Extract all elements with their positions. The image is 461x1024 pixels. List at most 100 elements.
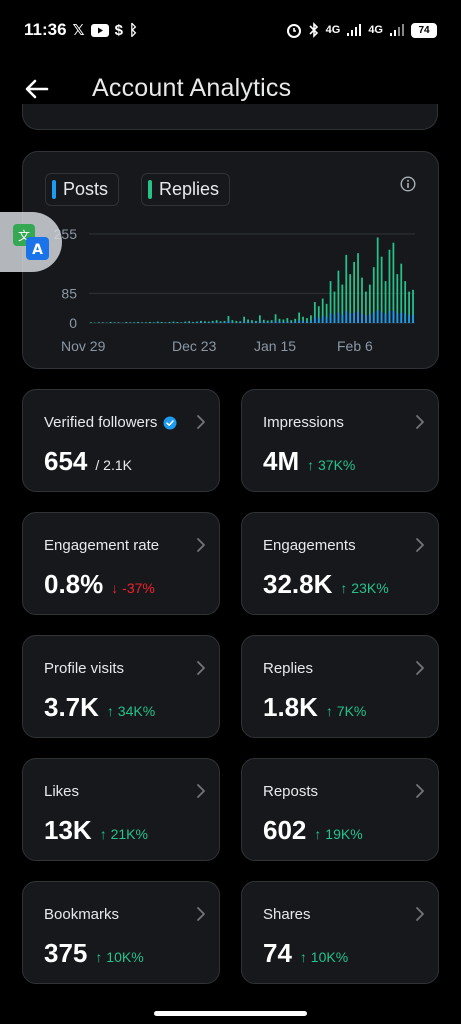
chevron-right-icon [416,907,424,921]
stat-label: Replies [263,660,313,677]
back-button[interactable] [22,74,52,104]
replies-bar [278,318,281,323]
replies-bar [203,321,206,323]
posts-bar [317,318,320,323]
stat-label: Engagement rate [44,537,159,554]
verified-badge-icon [163,416,177,429]
stat-card-replies[interactable]: Replies 1.8K ↑ 7K% [241,635,439,738]
posts-bar [380,311,383,323]
posts-bar [329,313,332,323]
stat-value-row: 13K ↑ 21K% [44,815,148,846]
status-bar: 11:36 𝕏 $ ᛒ 4G 4G 74 [0,0,461,60]
stat-value-row: 3.7K ↑ 34K% [44,692,155,723]
stat-card-reposts[interactable]: Reposts 602 ↑ 19K% [241,758,439,861]
posts-bar [247,321,249,323]
replies-bar [349,274,352,323]
stat-value: 4M [263,446,300,476]
posts-bar [266,321,269,323]
posts-bar [388,311,391,323]
posts-bar [184,322,187,323]
translate-bubble[interactable]: 文 A [0,212,62,272]
posts-bar [384,313,387,323]
replies-bar [188,321,191,323]
info-icon[interactable] [400,176,416,192]
posts-bar [325,317,328,323]
stat-delta: ↓ -37% [111,580,155,596]
posts-bar [412,314,414,323]
replies-bar [243,316,246,323]
posts-bar [321,316,324,323]
chevron-right-icon [416,661,424,675]
replies-bar [310,315,312,323]
replies-bar [239,321,242,323]
previous-card-edge [22,104,438,130]
home-indicator[interactable] [154,1011,307,1016]
posts-bar [270,321,273,323]
stat-card-impressions[interactable]: Impressions 4M ↑ 37K% [241,389,439,492]
replies-bar [117,322,120,323]
status-right-icons: 4G 4G 74 [286,22,437,38]
activity-chart-card: 255 85 0 Nov 29 Dec 23 Jan 15 Feb 6 Posts Repl… [22,151,439,369]
status-time: 11:36 [24,20,67,39]
network-label-2: 4G [368,24,383,36]
y-tick-label: 0 [69,315,77,331]
posts-bar [188,322,191,323]
stat-value: 602 [263,815,307,845]
replies-bar [215,320,218,323]
replies-bar [164,322,167,323]
chevron-right-icon [197,661,205,675]
stat-card-engagement-rate[interactable]: Engagement rate 0.8% ↓ -37% [22,512,220,615]
replies-bar [90,322,92,323]
replies-bar [337,270,340,323]
replies-bar [306,318,308,323]
replies-bar [313,302,316,323]
replies-bar [129,322,132,323]
replies-bar [274,314,277,323]
replies-bar [235,320,238,323]
stat-card-likes[interactable]: Likes 13K ↑ 21K% [22,758,220,861]
stat-label-text: Likes [44,783,80,800]
stat-delta: ↑ 7K% [325,703,367,719]
replies-bar [365,291,367,323]
legend-replies[interactable]: Replies [141,173,231,206]
alarm-icon [286,24,301,38]
chevron-right-icon [416,415,424,429]
stat-card-profile-visits[interactable]: Profile visits 3.7K ↑ 34K% [22,635,220,738]
posts-bar [349,313,352,323]
posts-bar [211,321,214,323]
chevron-right-icon [416,538,424,552]
replies-bar [133,322,136,323]
replies-bar [353,261,356,323]
replies-swatch [148,180,153,199]
x-tick-label: Dec 23 [172,338,217,354]
signal-icon [390,24,404,36]
svg-text:A: A [32,242,43,258]
stat-value-row: 0.8% ↓ -37% [44,569,155,600]
stat-label: Profile visits [44,660,124,677]
stat-value: 375 [44,938,88,968]
replies-bar [302,316,304,323]
posts-bar [396,313,399,323]
replies-bar [400,263,403,323]
replies-bar [109,321,112,323]
replies-bar [372,267,375,323]
replies-bar [329,281,332,323]
stat-card-bookmarks[interactable]: Bookmarks 375 ↑ 10K% [22,881,220,984]
stat-value: 0.8% [44,569,104,599]
legend-posts[interactable]: Posts [45,173,120,206]
posts-bar [235,322,238,323]
posts-bar [215,321,218,323]
stat-value-row: 602 ↑ 19K% [263,815,363,846]
replies-bar [258,315,261,323]
stat-label: Impressions [263,414,344,431]
replies-bar [380,256,383,323]
chevron-right-icon [197,415,205,429]
stat-card-shares[interactable]: Shares 74 ↑ 10K% [241,881,439,984]
x-tick-label: Jan 15 [254,338,296,354]
replies-bar [408,291,410,323]
stat-card-verified-followers[interactable]: Verified followers 654 / 2.1K [22,389,220,492]
stat-card-engagements[interactable]: Engagements 32.8K ↑ 23K% [241,512,439,615]
replies-bar [145,322,147,323]
app-icon: $ [114,21,123,39]
stat-value-row: 74 ↑ 10K% [263,938,348,969]
